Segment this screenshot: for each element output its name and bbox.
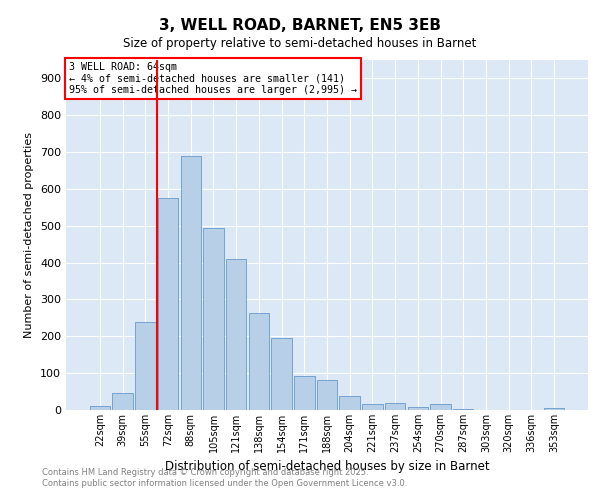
Bar bbox=[544, 408, 564, 410]
Bar bbox=[158, 198, 178, 410]
Bar bbox=[90, 406, 110, 410]
Text: 3, WELL ROAD, BARNET, EN5 3EB: 3, WELL ROAD, BARNET, EN5 3EB bbox=[159, 18, 441, 32]
Bar bbox=[203, 228, 224, 410]
Bar bbox=[181, 156, 201, 410]
Bar bbox=[317, 380, 337, 410]
X-axis label: Distribution of semi-detached houses by size in Barnet: Distribution of semi-detached houses by … bbox=[164, 460, 490, 473]
Bar bbox=[248, 313, 269, 410]
Bar bbox=[385, 402, 406, 410]
Y-axis label: Number of semi-detached properties: Number of semi-detached properties bbox=[25, 132, 34, 338]
Text: 3 WELL ROAD: 64sqm
← 4% of semi-detached houses are smaller (141)
95% of semi-de: 3 WELL ROAD: 64sqm ← 4% of semi-detached… bbox=[68, 62, 356, 95]
Bar bbox=[430, 404, 451, 410]
Bar bbox=[112, 394, 133, 410]
Bar bbox=[271, 338, 292, 410]
Bar bbox=[135, 322, 155, 410]
Bar bbox=[407, 407, 428, 410]
Bar bbox=[294, 376, 314, 410]
Text: Size of property relative to semi-detached houses in Barnet: Size of property relative to semi-detach… bbox=[124, 38, 476, 51]
Bar bbox=[362, 404, 383, 410]
Text: Contains HM Land Registry data © Crown copyright and database right 2025.
Contai: Contains HM Land Registry data © Crown c… bbox=[42, 468, 407, 487]
Bar bbox=[453, 409, 473, 410]
Bar bbox=[226, 259, 247, 410]
Bar bbox=[340, 396, 360, 410]
